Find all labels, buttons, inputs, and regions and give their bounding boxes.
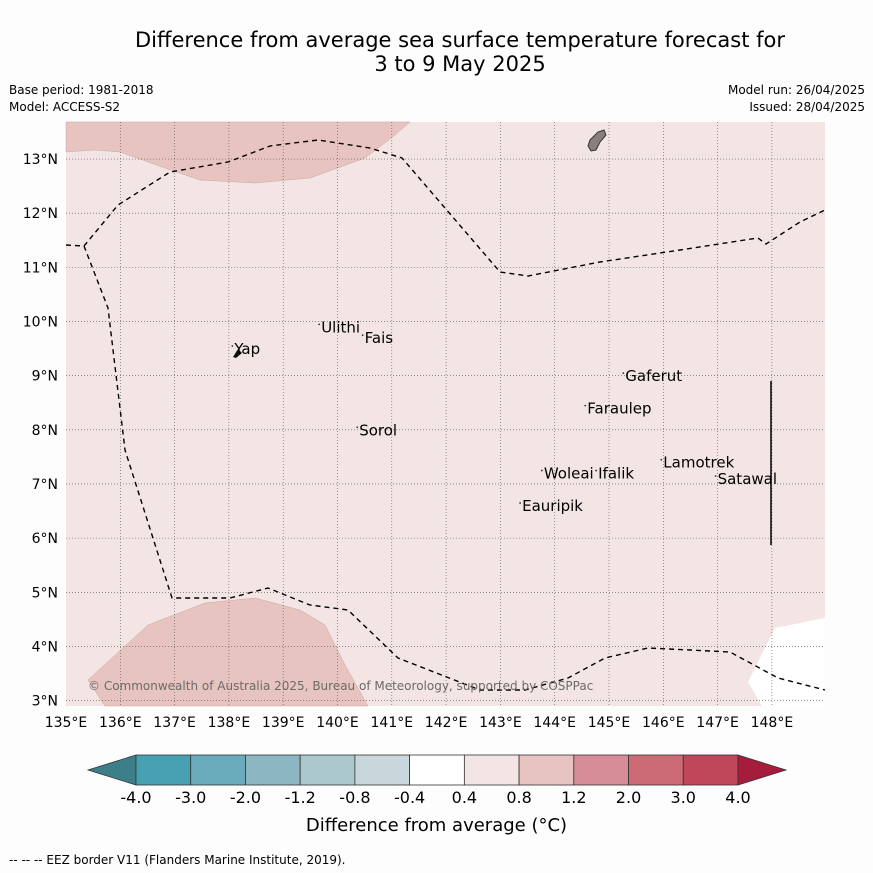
lon-tick-label: 135°E [45, 715, 88, 731]
lon-tick-label: 147°E [696, 715, 739, 731]
base-period: Base period: 1981-2018 [9, 83, 154, 97]
lon-tick-label: 146°E [642, 715, 685, 731]
colorbar-segment [299, 754, 356, 786]
place-label: Faraulep [587, 400, 651, 418]
lon-tick-label: 144°E [533, 715, 576, 731]
place-labels: Ulithi Fais Yap Gaferut Faraulep Sorol Lamotre… [231, 318, 777, 515]
lon-tick-label: 137°E [153, 715, 196, 731]
lon-tick-label: 148°E [751, 715, 794, 731]
meta-left: Base period: 1981-2018 Model: ACCESS-S2 [9, 82, 154, 116]
atoll-marker [540, 469, 543, 472]
map-title: Difference from average sea surface temp… [90, 28, 830, 76]
colorbar-tick-label: -2.0 [229, 788, 262, 807]
lon-tick-label: 142°E [425, 715, 468, 731]
colorbar-tick-label: 2.0 [615, 788, 642, 807]
place-label: Sorol [359, 421, 397, 439]
place-label: Gaferut [625, 367, 682, 385]
colorbar-tick-label: 0.8 [506, 788, 532, 807]
title-line-2: 3 to 9 May 2025 [374, 52, 546, 76]
colorbar-segment [190, 754, 246, 786]
lat-tick-label: 6°N [32, 531, 58, 547]
warm-patch-south [87, 597, 369, 707]
lat-tick-label: 4°N [32, 639, 58, 655]
atoll-marker [231, 345, 234, 347]
meta-right: Model run: 26/04/2025 Issued: 28/04/2025 [728, 82, 865, 116]
place-label: Ulithi [321, 318, 360, 336]
lat-tick-label: 11°N [23, 260, 58, 276]
axis-tick-labels: 135°E 136°E 137°E 138°E 139°E 140°E 141°E 142°E… [23, 152, 793, 731]
colorbar-segment [245, 754, 301, 786]
lat-tick-label: 7°N [32, 477, 58, 493]
place-label: Eauripik [522, 497, 583, 515]
colorbar-segment [518, 754, 575, 786]
lon-tick-label: 143°E [479, 715, 522, 731]
place-label: Satawal [718, 470, 777, 488]
colorbar-segment [682, 754, 739, 786]
lat-tick-label: 9°N [32, 369, 58, 385]
issued-date: Issued: 28/04/2025 [749, 100, 865, 114]
model-name: Model: ACCESS-S2 [9, 100, 121, 114]
colorbar-extend-high [737, 754, 788, 786]
colorbar-title: Difference from average (°C) [305, 815, 568, 836]
eez-legend-note: -- -- -- EEZ border V11 (Flanders Marine… [9, 853, 346, 867]
graticule [66, 122, 825, 706]
atoll-marker [584, 404, 587, 407]
colorbar-extend-low [86, 754, 137, 786]
atoll-marker [714, 475, 717, 477]
place-label: Yap [233, 340, 260, 358]
title-line-1: Difference from average sea surface temp… [135, 28, 785, 52]
atoll-marker [361, 334, 364, 337]
copyright-notice: © Commonwealth of Australia 2025, Bureau… [88, 679, 593, 693]
lon-tick-label: 145°E [588, 715, 631, 731]
colorbar [86, 754, 788, 786]
colorbar-tick-label: 0.4 [451, 788, 478, 807]
colorbar-tick-label: -0.8 [339, 788, 371, 807]
atoll-marker [595, 469, 598, 472]
colorbar-tick-label: 1.2 [561, 788, 587, 807]
lat-tick-label: 13°N [23, 152, 58, 168]
lat-tick-label: 12°N [23, 206, 58, 222]
lon-tick-label: 139°E [262, 715, 305, 731]
model-run: Model run: 26/04/2025 [727, 83, 865, 97]
colorbar-segment [354, 754, 411, 786]
colorbar-tick-label: -0.4 [394, 788, 426, 807]
place-label: Woleai [544, 465, 594, 483]
guam-island [587, 129, 607, 152]
lon-tick-label: 136°E [99, 715, 142, 731]
eez-border-south [65, 244, 826, 691]
lon-tick-label: 141°E [371, 715, 414, 731]
lon-tick-label: 140°E [316, 715, 359, 731]
colorbar-segment [409, 754, 465, 786]
colorbar-segment [573, 754, 629, 786]
lat-tick-label: 8°N [32, 423, 58, 439]
colorbar-segment [463, 754, 520, 786]
warm-patch-north [65, 121, 411, 184]
atoll-marker [660, 458, 663, 461]
atoll-marker [356, 426, 359, 429]
colorbar-tick-label: -1.2 [284, 788, 316, 807]
colorbar-tick-label: 3.0 [670, 788, 696, 807]
place-label: Lamotrek [663, 454, 734, 472]
colorbar-segment [135, 754, 192, 786]
colorbar-tick-label: 4.0 [725, 788, 751, 807]
colorbar-segment [628, 754, 684, 786]
colorbar-tick-label: -4.0 [120, 788, 152, 807]
atoll-marker [622, 372, 625, 374]
atoll-marker [519, 502, 522, 504]
neutral-patch [748, 618, 825, 706]
atoll-marker [318, 323, 321, 326]
lat-tick-label: 3°N [32, 694, 58, 710]
place-label: Fais [365, 329, 394, 347]
eez-border-north [83, 139, 826, 277]
lon-tick-label: 138°E [208, 715, 251, 731]
yap-island [233, 349, 242, 358]
place-label: Ifalik [598, 465, 634, 483]
lat-tick-label: 5°N [32, 585, 58, 601]
colorbar-tick-label: -3.0 [175, 788, 207, 807]
lat-tick-label: 10°N [23, 315, 58, 331]
